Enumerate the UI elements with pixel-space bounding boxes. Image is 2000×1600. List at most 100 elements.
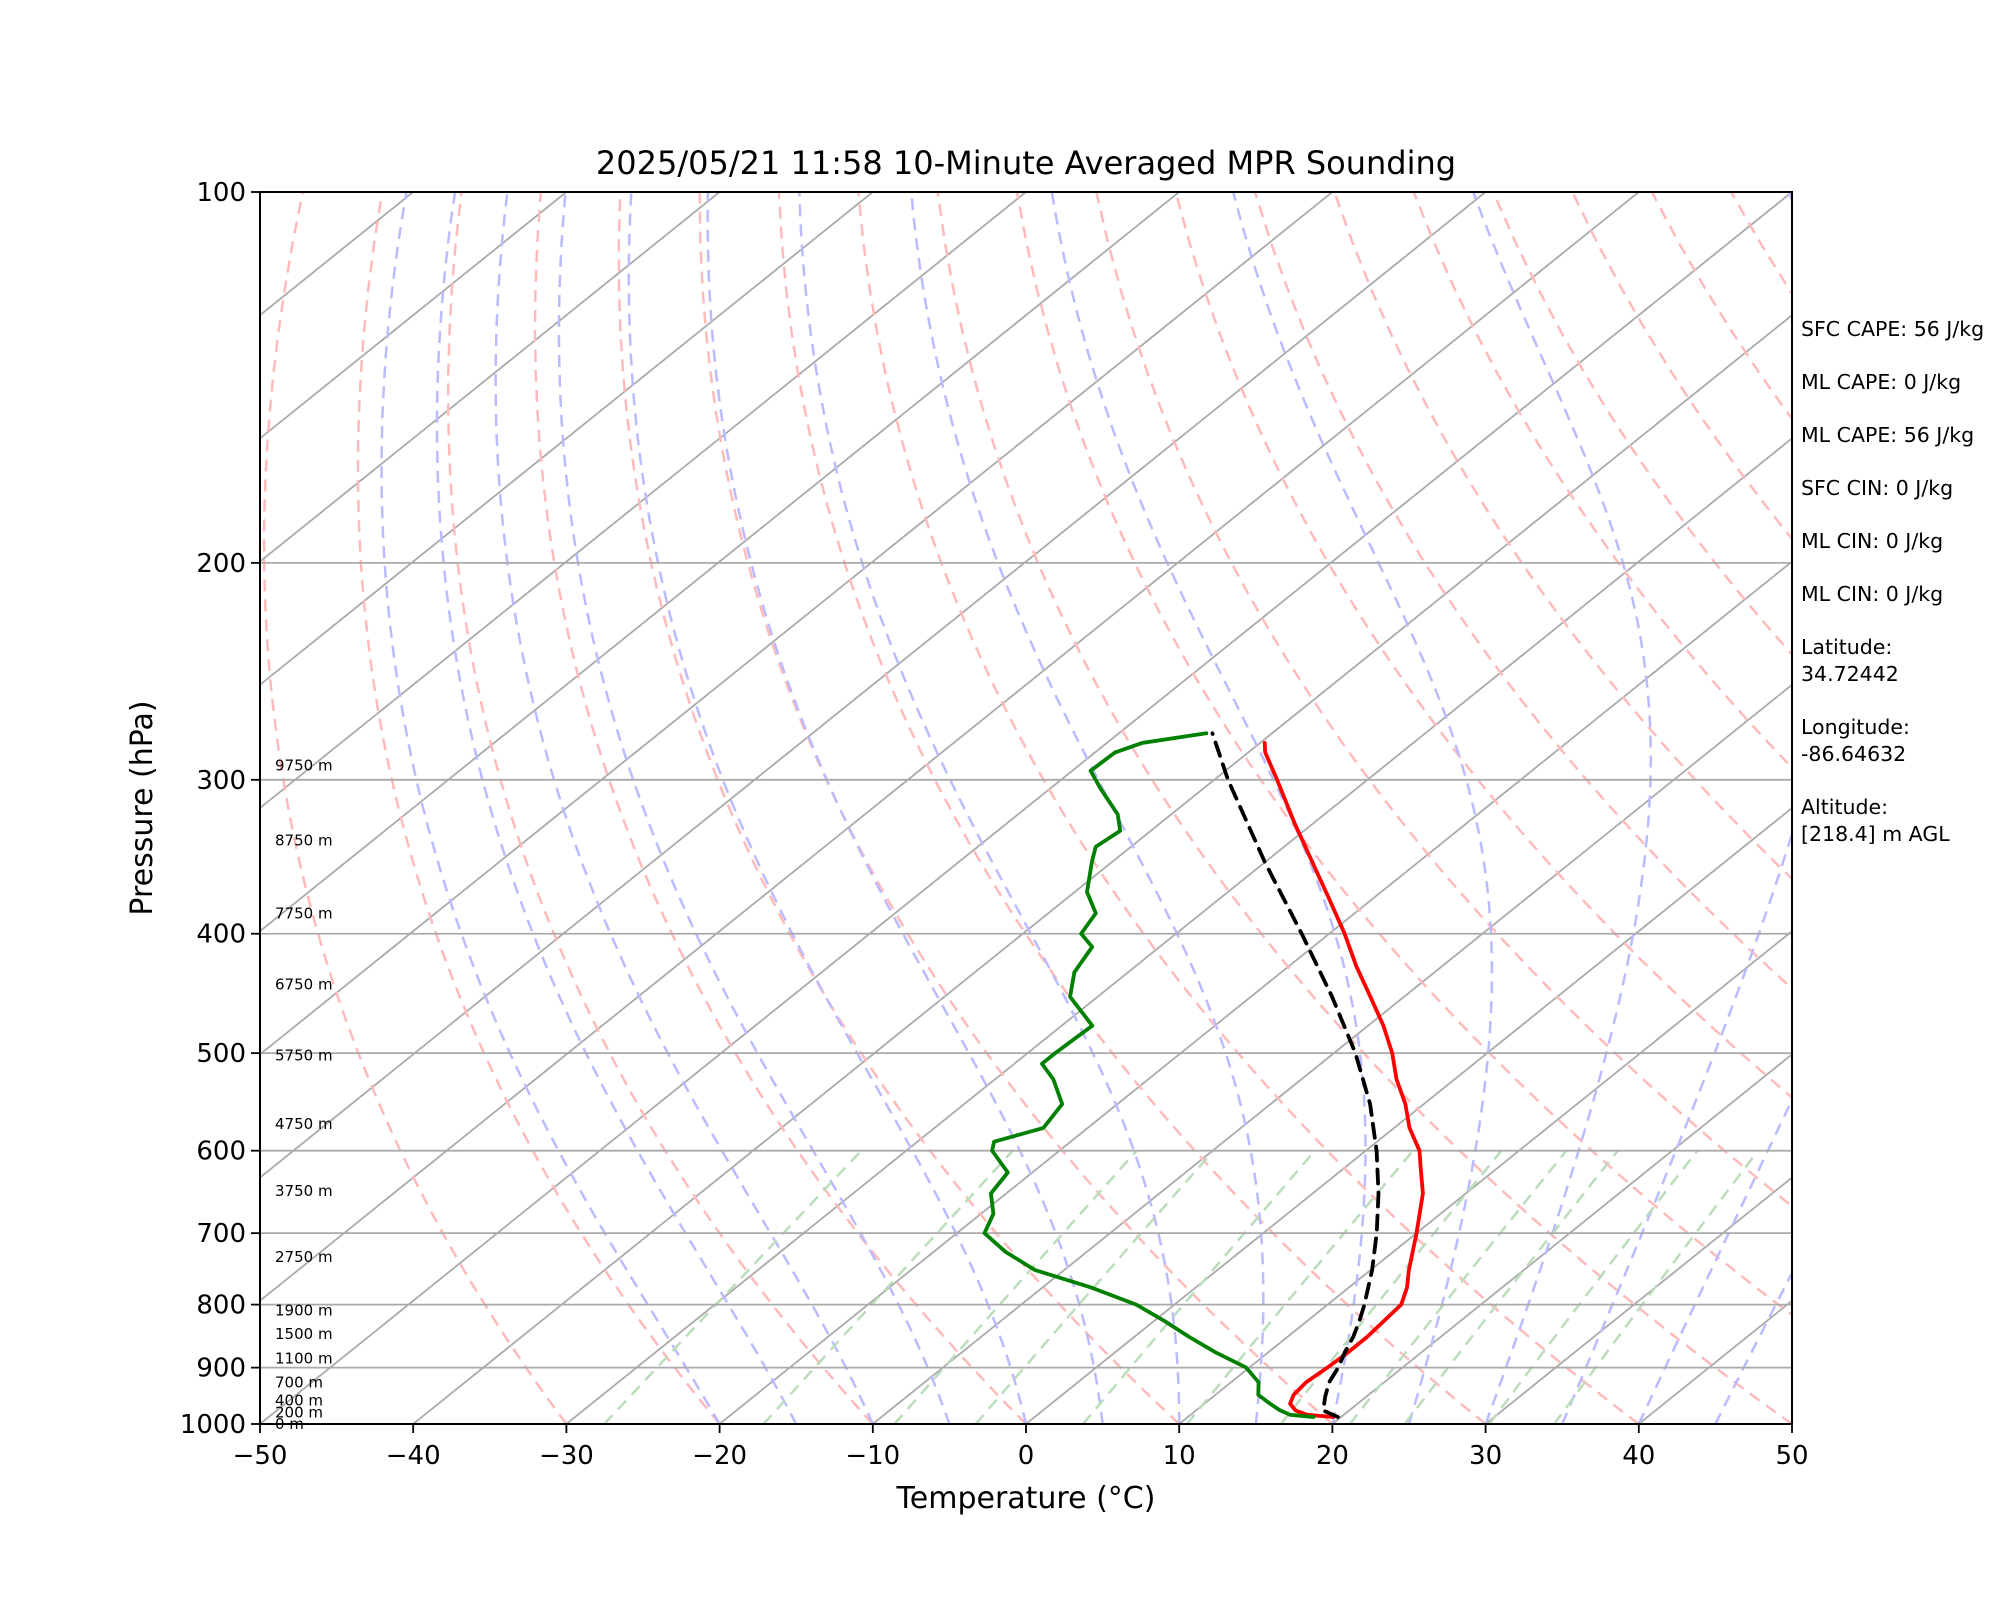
- isotherm-line: [260, 192, 1488, 1179]
- isotherm-line: [1177, 930, 1792, 1424]
- dry-adiabat-line: [617, 192, 1181, 1424]
- height-label: 1100 m: [275, 1350, 333, 1368]
- series-group: [982, 731, 1425, 1419]
- isotherm-line: [871, 683, 1792, 1424]
- height-label: 8750 m: [275, 831, 333, 849]
- x-tick-label: −10: [845, 1441, 900, 1471]
- isotherm-line: [718, 560, 1792, 1424]
- dewpoint-line: [982, 731, 1316, 1419]
- height-label: 1900 m: [275, 1302, 333, 1320]
- x-tick-label: −30: [539, 1441, 594, 1471]
- x-tick-label: 30: [1469, 1441, 1502, 1471]
- stat-ml-cape: ML CAPE: 0 J/kg: [1801, 370, 1962, 394]
- dry-adiabat-line: [533, 192, 1027, 1424]
- moist-adiabat-line: [557, 192, 951, 1424]
- stat-ml-cin-2: ML CIN: 0 J/kg: [1801, 582, 1944, 606]
- dry-adiabat-line: [356, 192, 721, 1424]
- moist-adiabat-line: [1472, 192, 1653, 1424]
- y-tick-label: 400: [196, 920, 246, 950]
- sounding-stats: SFC CAPE: 56 J/kg ML CAPE: 0 J/kg ML CAP…: [1801, 316, 2000, 874]
- moist-adiabat-line: [380, 192, 721, 1424]
- isotherm-line: [1484, 1176, 1792, 1424]
- x-tick-label: −20: [692, 1441, 747, 1471]
- stat-longitude: Longitude: -86.64632: [1801, 715, 1910, 766]
- x-tick-label: 20: [1316, 1441, 1349, 1471]
- stat-ml-cape-2: ML CAPE: 56 J/kg: [1801, 423, 1975, 447]
- x-axis-label: Temperature (°C): [896, 1481, 1156, 1516]
- x-tick-label: 10: [1163, 1441, 1196, 1471]
- isotherm-line: [260, 192, 1334, 1056]
- isotherm-line: [564, 437, 1792, 1424]
- isotherm-line: [260, 192, 1641, 1302]
- isotherm-line: [1330, 1053, 1792, 1424]
- mixing-ratio-line: [1488, 1149, 1699, 1424]
- mixing-ratio-line: [893, 1149, 1138, 1424]
- height-label: 2750 m: [275, 1248, 333, 1266]
- moist-adiabat-line: [798, 192, 1181, 1424]
- dry-adiabat-line: [262, 192, 568, 1424]
- y-tick-label: 600: [196, 1137, 246, 1167]
- height-label: 5750 m: [275, 1046, 333, 1064]
- dry-adiabat-line: [698, 192, 1334, 1424]
- x-tick-label: −50: [233, 1441, 288, 1471]
- moist-adiabat-line: [494, 192, 874, 1424]
- mixing-ratio-line: [603, 1149, 863, 1424]
- y-tick-label: 200: [196, 549, 246, 579]
- x-tick-label: −40: [386, 1441, 441, 1471]
- moist-adiabat-line: [1561, 192, 1792, 1424]
- x-tick-label: 0: [1018, 1441, 1035, 1471]
- parcel-line: [1210, 731, 1381, 1419]
- height-label: 200 m: [275, 1404, 323, 1422]
- y-tick-label: 700: [196, 1219, 246, 1249]
- isotherm-line: [260, 192, 568, 440]
- mixing-ratio-line: [1553, 1149, 1760, 1424]
- dry-adiabat-line: [936, 192, 1792, 1424]
- mixing-ratio-line: [1279, 1149, 1503, 1424]
- y-tick-label: 300: [196, 766, 246, 796]
- isotherm-line: [260, 192, 1792, 1424]
- y-tick-label: 1000: [180, 1410, 246, 1440]
- height-label: 1500 m: [275, 1325, 333, 1343]
- y-ticks: 100 200 300 400 500 600 700 800 900 1000: [180, 178, 260, 1440]
- dry-adiabat-line: [1015, 192, 1792, 1317]
- height-label: 7750 m: [275, 904, 333, 922]
- height-label: 400 m: [275, 1391, 323, 1409]
- moist-adiabat-line: [435, 192, 798, 1424]
- y-tick-label: 900: [196, 1354, 246, 1384]
- isotherm-line: [411, 314, 1792, 1424]
- isotherm-line: [260, 192, 875, 686]
- moist-adiabat-line: [706, 192, 1104, 1424]
- y-tick-label: 800: [196, 1291, 246, 1321]
- height-label: 6750 m: [275, 976, 333, 994]
- moist-adiabat-line: [627, 192, 1028, 1424]
- mixing-ratio-line: [762, 1149, 1014, 1424]
- isotherm-line: [260, 192, 722, 563]
- height-label: 4750 m: [275, 1115, 333, 1133]
- chart-title: 2025/05/21 11:58 10-Minute Averaged MPR …: [596, 144, 1456, 182]
- x-ticks: −50 −40 −30 −20 −10 0 10 20 30 40 50: [233, 1424, 1809, 1471]
- isotherm-line: [260, 192, 1181, 933]
- mixing-ratio-line: [1082, 1149, 1316, 1424]
- dry-adiabat-line: [1253, 192, 1792, 991]
- pressure-grid: [260, 561, 1792, 1369]
- temperature-line: [1262, 741, 1425, 1419]
- height-label: 3750 m: [275, 1182, 333, 1200]
- moist-adiabat-line: [909, 192, 1265, 1424]
- stat-sfc-cape: SFC CAPE: 56 J/kg: [1801, 317, 1985, 341]
- mixing-ratio-line: [1186, 1149, 1414, 1424]
- isotherm-line: [260, 192, 1028, 810]
- dry-adiabat-line: [1333, 192, 1792, 881]
- x-tick-label: 50: [1775, 1441, 1808, 1471]
- moist-adiabat-line: [1231, 192, 1494, 1424]
- isotherm-line: [1024, 806, 1792, 1424]
- x-tick-label: 40: [1622, 1441, 1655, 1471]
- dry-adiabat-line: [857, 192, 1640, 1424]
- height-label: 700 m: [275, 1373, 323, 1391]
- dry-adiabat-line: [1412, 192, 1792, 770]
- y-tick-label: 100: [196, 178, 246, 208]
- background-lines: [260, 192, 1792, 1424]
- dry-adiabat-line: [777, 192, 1487, 1424]
- stat-ml-cin: ML CIN: 0 J/kg: [1801, 529, 1944, 553]
